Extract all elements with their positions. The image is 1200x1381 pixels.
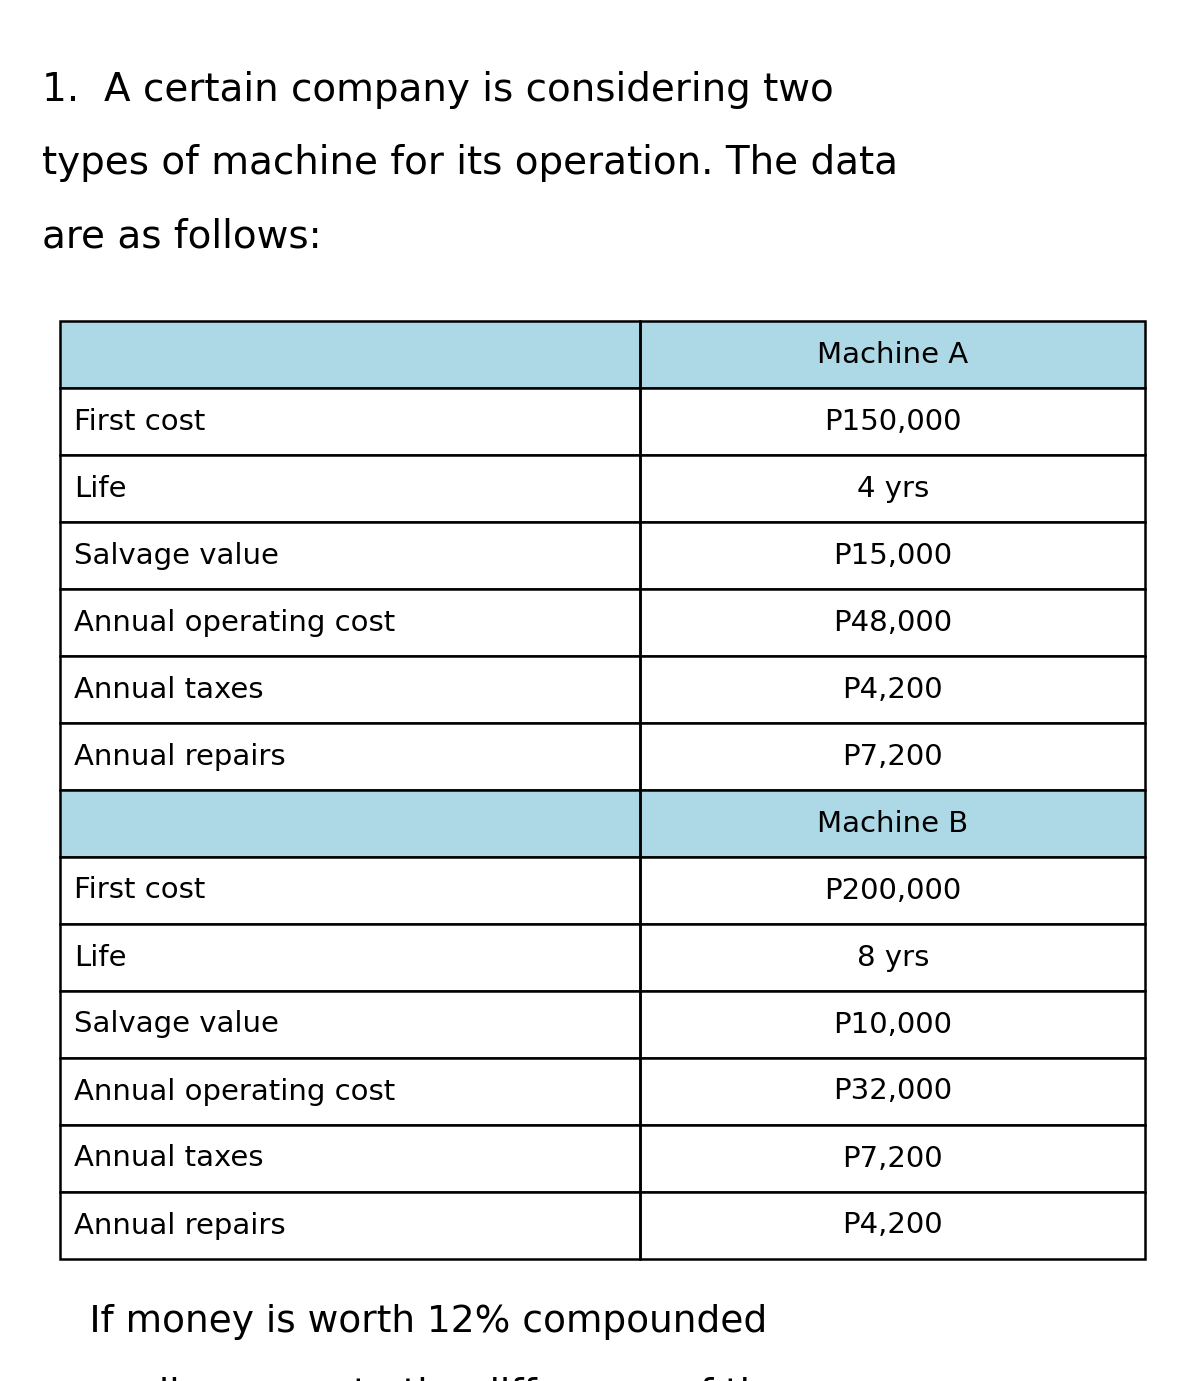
Bar	[641, 590, 1145, 656]
Bar	[60, 522, 641, 590]
Bar	[60, 858, 641, 924]
Bar	[641, 388, 1145, 454]
Bar	[60, 590, 641, 656]
Text: Annual operating cost: Annual operating cost	[74, 1077, 395, 1106]
Text: P7,200: P7,200	[842, 1145, 943, 1172]
Bar	[641, 388, 1145, 454]
Bar	[641, 1126, 1145, 1192]
Bar	[60, 590, 641, 656]
Bar	[641, 590, 1145, 656]
Text: 4 yrs: 4 yrs	[857, 475, 929, 503]
Bar	[60, 388, 641, 454]
Bar	[60, 1058, 641, 1126]
Text: P4,200: P4,200	[842, 675, 943, 703]
Bar	[641, 656, 1145, 724]
Text: Annual taxes: Annual taxes	[74, 1145, 264, 1172]
Bar	[60, 992, 641, 1058]
Bar	[60, 1126, 641, 1192]
Bar	[60, 320, 641, 388]
Text: P150,000: P150,000	[824, 407, 961, 435]
Bar	[60, 656, 641, 724]
Text: P10,000: P10,000	[833, 1011, 953, 1039]
Bar	[641, 724, 1145, 790]
Text: P4,200: P4,200	[842, 1211, 943, 1240]
Bar	[641, 1126, 1145, 1192]
Text: P200,000: P200,000	[824, 877, 961, 905]
Bar	[60, 992, 641, 1058]
Bar	[641, 1192, 1145, 1259]
Bar	[60, 454, 641, 522]
Bar	[641, 858, 1145, 924]
Text: annually, compute the difference of the: annually, compute the difference of the	[42, 1377, 786, 1381]
Bar	[60, 1192, 641, 1259]
Bar	[60, 388, 641, 454]
Bar	[641, 320, 1145, 388]
Bar	[641, 656, 1145, 724]
Text: Annual operating cost: Annual operating cost	[74, 609, 395, 637]
Text: First cost: First cost	[74, 407, 205, 435]
Text: First cost: First cost	[74, 877, 205, 905]
Text: P48,000: P48,000	[833, 609, 953, 637]
Bar	[641, 858, 1145, 924]
Text: P15,000: P15,000	[833, 541, 953, 569]
Bar	[641, 790, 1145, 858]
Text: 1.  A certain company is considering two: 1. A certain company is considering two	[42, 70, 834, 109]
Text: P7,200: P7,200	[842, 743, 943, 771]
Bar	[60, 454, 641, 522]
Text: Machine B: Machine B	[817, 809, 968, 837]
Text: Annual repairs: Annual repairs	[74, 1211, 286, 1240]
Bar	[60, 790, 641, 858]
Bar	[641, 992, 1145, 1058]
Text: Life: Life	[74, 943, 126, 971]
Text: Salvage value: Salvage value	[74, 541, 278, 569]
Bar	[60, 1058, 641, 1126]
Text: If money is worth 12% compounded: If money is worth 12% compounded	[42, 1304, 767, 1340]
Bar	[60, 790, 641, 858]
Bar	[60, 656, 641, 724]
Bar	[641, 924, 1145, 992]
Bar	[641, 1192, 1145, 1259]
Bar	[641, 1058, 1145, 1126]
Bar	[641, 522, 1145, 590]
Bar	[60, 522, 641, 590]
Bar	[60, 924, 641, 992]
Text: Annual taxes: Annual taxes	[74, 675, 264, 703]
Text: 8 yrs: 8 yrs	[857, 943, 929, 971]
Text: Life: Life	[74, 475, 126, 503]
Bar	[641, 1058, 1145, 1126]
Text: P32,000: P32,000	[833, 1077, 953, 1106]
Bar	[641, 522, 1145, 590]
Text: Annual repairs: Annual repairs	[74, 743, 286, 771]
Text: are as follows:: are as follows:	[42, 217, 322, 255]
Bar	[641, 924, 1145, 992]
Bar	[60, 858, 641, 924]
Bar	[641, 790, 1145, 858]
Text: types of machine for its operation. The data: types of machine for its operation. The …	[42, 144, 898, 182]
Bar	[641, 992, 1145, 1058]
Bar	[60, 1126, 641, 1192]
Text: Salvage value: Salvage value	[74, 1011, 278, 1039]
Text: Machine A: Machine A	[817, 341, 968, 369]
Bar	[60, 724, 641, 790]
Bar	[60, 724, 641, 790]
Bar	[641, 320, 1145, 388]
Bar	[641, 454, 1145, 522]
Bar	[60, 320, 641, 388]
Bar	[641, 724, 1145, 790]
Bar	[60, 924, 641, 992]
Bar	[60, 1192, 641, 1259]
Bar	[641, 454, 1145, 522]
